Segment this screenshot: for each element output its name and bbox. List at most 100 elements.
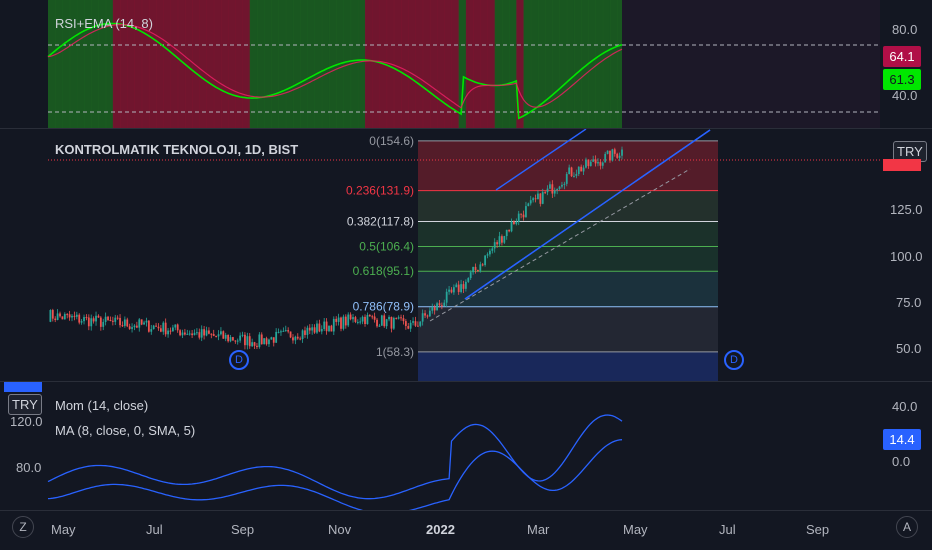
candle-body (304, 330, 306, 335)
candle-body (448, 289, 450, 292)
fib-zone (418, 271, 718, 307)
candle-body (133, 325, 136, 328)
candle-body (412, 321, 414, 323)
rsi-band (148, 0, 157, 128)
candle-body (227, 334, 230, 342)
candle-body (253, 342, 256, 346)
rsi-band (545, 0, 553, 128)
candle-body (131, 327, 133, 329)
candle-body (505, 229, 508, 237)
candle-body (169, 330, 172, 332)
candle-body (119, 317, 121, 326)
fib-zone (418, 351, 718, 381)
candle-body (171, 327, 174, 332)
momentum-title: Mom (14, close) (55, 398, 149, 413)
candle-body (284, 330, 287, 332)
rsi-band (105, 0, 114, 128)
currency-label[interactable]: TRY (893, 141, 927, 162)
pane-separator[interactable] (0, 128, 932, 129)
candle-body (56, 313, 59, 320)
rsi-ema-pane[interactable]: RSI+EMA (14, 8) 80.0 40.0 64.1 61.3 (0, 0, 932, 128)
candle-body (61, 316, 64, 320)
candle-body (246, 336, 249, 346)
candle-body (198, 332, 201, 338)
zoom-button[interactable]: Z (12, 516, 34, 538)
rsi-band (415, 0, 424, 128)
candle-body (188, 333, 191, 335)
rsi-band (242, 0, 251, 128)
rsi-band (235, 0, 244, 128)
candle-body (335, 318, 338, 322)
candle-body (123, 319, 126, 326)
rsi-band (444, 0, 452, 128)
candle-body (431, 307, 434, 311)
pane-separator[interactable] (0, 381, 932, 382)
candle-body (402, 318, 405, 322)
momentum-value-badge: 14.4 (883, 429, 921, 450)
candle-body (282, 330, 285, 332)
candle-body (167, 330, 169, 335)
candle-body (102, 321, 105, 327)
candle-body (558, 186, 561, 189)
candle-body (181, 332, 184, 336)
candle-body (234, 340, 237, 342)
candle-body (328, 325, 330, 332)
candle-body (224, 334, 227, 339)
candle-body (140, 319, 143, 325)
rsi-ema-chart (47, 0, 880, 128)
currency-label[interactable]: TRY (8, 394, 42, 415)
rsi-tick-40: 40.0 (892, 88, 918, 103)
candle-body (472, 266, 474, 273)
candle-body (159, 328, 162, 332)
candle-body (592, 159, 595, 162)
candle-body (568, 167, 571, 175)
candle-body (268, 339, 270, 345)
dividend-marker[interactable]: D (229, 350, 249, 370)
pane-separator (0, 510, 932, 511)
candle-body (573, 175, 575, 177)
candle-body (239, 335, 242, 341)
candle-body (263, 338, 266, 345)
candle-body (604, 153, 607, 163)
candle-body (147, 320, 150, 332)
rsi-band (530, 0, 539, 128)
dividend-marker[interactable]: D (724, 350, 744, 370)
price-pane[interactable]: 0(154.6) 0.236(131.9) 0.382(117.8) 0.5(106.… (0, 128, 932, 381)
candle-body (364, 316, 366, 324)
time-axis[interactable]: May Jul Sep Nov 2022 Mar May Jul Sep (0, 510, 932, 550)
candle-body (359, 321, 362, 323)
candle-body (553, 190, 556, 194)
candle-body (183, 332, 186, 335)
rsi-band (372, 0, 380, 128)
rsi-band (350, 0, 359, 128)
rsi-band (602, 0, 611, 128)
rsi-band (537, 0, 546, 128)
candle-body (143, 322, 145, 325)
candle-body (256, 345, 258, 348)
candle-body (597, 162, 599, 164)
candle-body (337, 317, 340, 322)
candle-body (508, 229, 511, 232)
candle-body (145, 320, 148, 323)
rsi-band (559, 0, 568, 128)
fib-level-label: 1(58.3) (376, 345, 414, 359)
ema-line (47, 24, 623, 109)
auto-scale-button[interactable]: A (896, 516, 918, 538)
rsi-band (516, 0, 525, 128)
candle-body (318, 323, 321, 332)
rsi-band (552, 0, 561, 128)
candle-body (529, 200, 532, 204)
rsi-band (314, 0, 323, 128)
rsi-band (307, 0, 316, 128)
candle-body (594, 159, 597, 164)
candle-body (193, 332, 196, 336)
candle-body (87, 317, 90, 327)
fib-level-label: 0.786(78.9) (353, 300, 414, 314)
candle-body (376, 319, 378, 327)
rsi-band (112, 0, 121, 128)
momentum-pane[interactable]: TRY Mom (14, close) MA (8, close, 0, SMA… (0, 382, 932, 515)
rsi-band (177, 0, 186, 128)
fib-level-label: 0.618(95.1) (353, 264, 414, 278)
candle-body (203, 329, 206, 336)
candle-body (116, 317, 119, 319)
